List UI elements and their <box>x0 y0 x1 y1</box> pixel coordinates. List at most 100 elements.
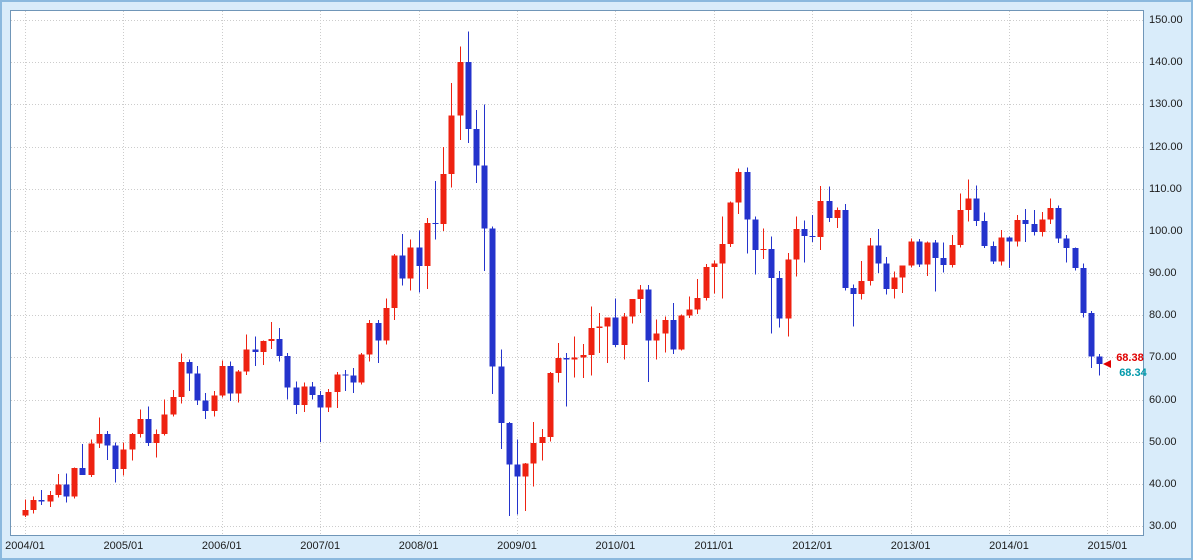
candle-2013/06 <box>949 245 956 265</box>
candle-2006/08 <box>276 338 283 357</box>
x-axis-label: 2011/01 <box>694 540 734 552</box>
candle-2008/12 <box>506 423 513 465</box>
y-axis-label: 110.00 <box>1149 182 1182 195</box>
candle-2008/02 <box>424 223 431 266</box>
candle-2007/01 <box>317 394 324 408</box>
candle-2014/11 <box>1088 313 1095 357</box>
candle-2005/09 <box>186 361 193 374</box>
candle-2004/07 <box>71 467 78 497</box>
candle-2009/04 <box>539 437 546 443</box>
candle-2014/04 <box>1031 224 1038 233</box>
candlestick-chart <box>11 11 1143 535</box>
y-axis-label: 60.00 <box>1149 393 1177 406</box>
candle-2007/07 <box>366 322 373 355</box>
candle-2010/11 <box>694 297 701 310</box>
candle-2005/10 <box>194 373 201 401</box>
candle-2013/05 <box>940 258 947 265</box>
candle-2012/12 <box>899 265 906 278</box>
candle-2014/08 <box>1063 238 1070 249</box>
candle-2009/11 <box>596 326 603 328</box>
x-axis-label: 2007/01 <box>300 540 341 552</box>
candle-2012/02 <box>817 200 824 238</box>
candle-2014/06 <box>1047 208 1054 220</box>
candle-2014/09 <box>1072 248 1079 268</box>
x-axis-label: 2010/01 <box>595 540 636 552</box>
candle-2012/04 <box>834 210 841 219</box>
candle-2013/03 <box>924 242 931 265</box>
candle-2008/09 <box>481 165 488 229</box>
x-axis-label: 2004/01 <box>5 540 45 552</box>
candle-2014/12 <box>1096 356 1103 365</box>
candle-2004/06 <box>63 484 70 497</box>
candle-2010/01 <box>612 317 619 346</box>
candle-2006/02 <box>227 366 234 394</box>
candle-2007/05 <box>350 375 357 383</box>
candle-2012/08 <box>867 245 874 282</box>
x-axis-label: 2008/01 <box>398 540 439 552</box>
candle-2004/01 <box>22 509 29 516</box>
candle-2014/05 <box>1039 219 1046 233</box>
candle-2009/03 <box>530 442 537 464</box>
y-axis-label: 120.00 <box>1149 140 1183 153</box>
candle-2005/02 <box>129 434 136 450</box>
candle-2008/08 <box>473 129 480 166</box>
candle-2007/03 <box>334 374 341 392</box>
candle-2010/10 <box>686 309 693 316</box>
candle-2009/10 <box>588 327 595 355</box>
candle-2009/08 <box>571 357 578 360</box>
y-axis: 150.00 140.00 130.00 120.00 110.00 100.00 90.0… <box>1149 11 1191 535</box>
candle-2004/04 <box>47 495 54 502</box>
candle-2010/04 <box>637 289 644 300</box>
candle-2010/02 <box>621 316 628 346</box>
candle-2014/10 <box>1080 267 1087 314</box>
candle-2007/08 <box>375 322 382 341</box>
candle-2010/12 <box>703 267 710 298</box>
candle-2014/02 <box>1014 219 1021 242</box>
x-axis-label: 2012/01 <box>792 540 833 552</box>
candle-2012/05 <box>842 210 849 288</box>
candle-2011/03 <box>727 202 734 244</box>
candle-2009/07 <box>563 357 570 360</box>
candle-2011/01 <box>711 263 718 268</box>
candle-2005/04 <box>145 418 152 443</box>
candle-2007/04 <box>342 374 349 376</box>
x-axis-label: 2006/01 <box>201 540 242 552</box>
x-axis-label: 2013/01 <box>890 540 931 552</box>
current-price-marker-icon <box>1103 360 1112 369</box>
candle-2012/11 <box>891 277 898 290</box>
candle-2011/06 <box>752 219 759 251</box>
candle-2005/07 <box>170 396 177 415</box>
candle-2006/04 <box>243 349 250 372</box>
candle-2011/05 <box>744 172 751 220</box>
y-axis-label: 70.00 <box>1149 351 1177 364</box>
candle-2010/03 <box>629 299 636 317</box>
candle-2009/02 <box>522 463 529 477</box>
candle-2012/07 <box>858 281 865 295</box>
candle-2013/10 <box>981 221 988 247</box>
y-axis-label: 80.00 <box>1149 309 1177 322</box>
candle-2004/05 <box>55 484 62 496</box>
candle-2010/07 <box>662 319 669 334</box>
candle-2004/11 <box>104 434 111 446</box>
x-axis-label: 2014/01 <box>989 540 1029 552</box>
y-axis-label: 90.00 <box>1149 267 1177 279</box>
candle-2007/06 <box>358 354 365 383</box>
candle-2014/07 <box>1055 208 1062 239</box>
candle-2008/06 <box>457 62 464 116</box>
candle-2005/11 <box>202 400 209 411</box>
candle-2011/07 <box>760 248 767 251</box>
y-axis-label: 30.00 <box>1149 520 1177 532</box>
candle-2012/09 <box>875 245 882 264</box>
candle-2013/08 <box>965 198 972 210</box>
candle-2008/04 <box>440 173 447 225</box>
candle-2005/03 <box>137 418 144 435</box>
candle-2005/12 <box>211 395 218 411</box>
candle-2008/03 <box>432 223 439 225</box>
candle-2007/10 <box>391 255 398 308</box>
candle-2004/08 <box>79 467 86 475</box>
candle-2007/02 <box>325 391 332 408</box>
y-axis-label: 130.00 <box>1149 98 1183 111</box>
candle-2006/12 <box>309 386 316 395</box>
candle-2005/08 <box>178 361 185 397</box>
